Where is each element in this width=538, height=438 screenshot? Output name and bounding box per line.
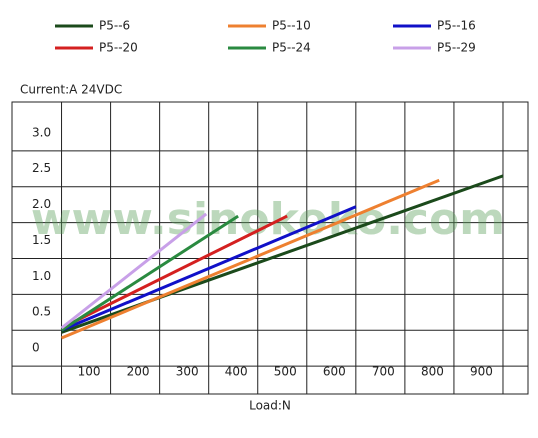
x-tick-label: 800	[421, 365, 444, 379]
legend-label: P5--20	[99, 41, 138, 55]
series-line	[60, 205, 357, 332]
y-tick-label: 3.0	[32, 125, 51, 139]
legend-label: P5--29	[437, 41, 476, 55]
series-line	[60, 214, 239, 332]
legend-label: P5--6	[99, 19, 130, 33]
x-tick-label: 500	[274, 365, 297, 379]
x-tick-label: 100	[78, 365, 101, 379]
y-tick-label: 0.5	[32, 305, 51, 319]
y-tick-label: 0	[32, 341, 40, 355]
series-line	[60, 212, 208, 330]
x-tick-label: 900	[470, 365, 493, 379]
x-tick-label: 400	[225, 365, 248, 379]
x-tick-label: 700	[372, 365, 395, 379]
legend-label: P5--24	[272, 41, 311, 55]
x-axis-label: Load:N	[249, 399, 291, 413]
y-tick-label: 1.5	[32, 233, 51, 247]
x-tick-label: 200	[127, 365, 150, 379]
y-axis-label: Current:A 24VDC	[20, 83, 122, 97]
series-line	[60, 178, 440, 340]
y-tick-label: 2.5	[32, 161, 51, 175]
y-tick-label: 1.0	[32, 269, 51, 283]
y-tick-label: 2.0	[32, 197, 51, 211]
series-line	[60, 214, 288, 330]
legend-label: P5--10	[272, 19, 311, 33]
plot-frame	[11, 101, 529, 395]
x-tick-label: 600	[323, 365, 346, 379]
legend-label: P5--16	[437, 19, 476, 33]
x-tick-label: 300	[176, 365, 199, 379]
